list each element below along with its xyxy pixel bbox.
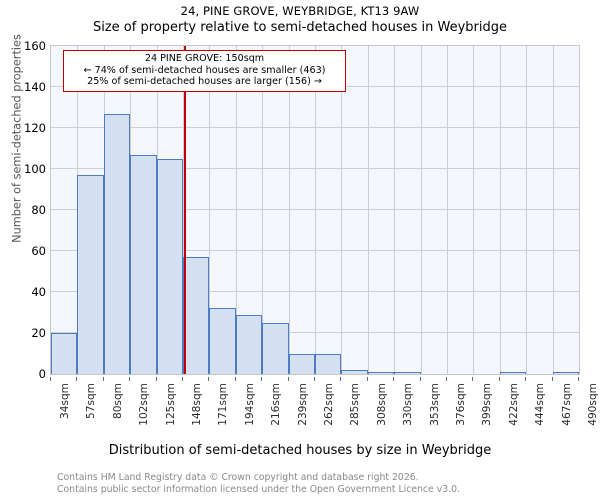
gridline-vertical — [209, 46, 211, 374]
y-axis-ticks: 0 20 40 60 80 100 120 140 160 — [0, 39, 46, 381]
x-axis-tick-mark — [129, 377, 131, 381]
y-axis-tick-label: 100 — [24, 162, 46, 176]
x-axis-tick-mark — [419, 377, 421, 381]
y-axis-tick-label: 140 — [24, 80, 46, 94]
histogram-bar — [288, 353, 315, 374]
histogram-bar — [341, 369, 368, 374]
x-axis-tick-mark — [182, 377, 183, 381]
annotation-line-2: ← 74% of semi-detached houses are smalle… — [83, 64, 326, 76]
x-axis-tick-mark — [551, 377, 553, 381]
x-axis-tick-label: 262sqm — [323, 383, 335, 426]
gridline-vertical — [367, 46, 369, 374]
histogram-bar — [235, 314, 263, 374]
histogram-bar — [77, 175, 104, 374]
gridline-vertical — [262, 46, 264, 374]
histogram-bar — [394, 371, 421, 374]
x-axis-tick-mark — [76, 377, 78, 381]
x-axis-tick-label: 467sqm — [560, 383, 573, 426]
x-axis-tick-label: 490sqm — [587, 383, 599, 426]
x-axis-tick-label: 125sqm — [164, 383, 177, 426]
histogram-bar — [262, 322, 289, 374]
histogram-bar — [552, 371, 579, 374]
x-axis-tick-mark — [525, 377, 527, 381]
gridline-vertical — [526, 46, 528, 374]
histogram-bar — [183, 257, 210, 374]
x-axis-tick-label: 57sqm — [85, 383, 98, 420]
x-axis-tick-mark — [498, 377, 500, 381]
gridline-vertical — [315, 46, 316, 374]
x-axis-tick-mark — [50, 377, 51, 381]
page-subtitle: Size of property relative to semi-detach… — [92, 20, 508, 35]
gridline-vertical — [341, 46, 343, 374]
x-axis-tick-mark — [234, 377, 236, 381]
gridline-vertical — [183, 46, 184, 374]
x-axis-tick-mark — [102, 377, 104, 381]
x-axis-tick-mark — [208, 377, 210, 381]
x-axis-tick-label: 422sqm — [507, 383, 520, 426]
x-axis-tick-mark — [261, 377, 263, 381]
x-axis-tick-label: 34sqm — [59, 383, 71, 420]
y-axis-tick-label: 40 — [31, 285, 46, 299]
histogram-bar — [367, 371, 395, 374]
histogram-bar — [51, 333, 78, 374]
histogram-bar — [103, 113, 131, 374]
gridline-vertical — [447, 46, 448, 374]
footer-line-2: Contains public sector information licen… — [57, 484, 460, 496]
property-annotation-box: 24 PINE GROVE: 150sqm ← 74% of semi-deta… — [63, 50, 346, 93]
gridline-vertical — [288, 46, 290, 374]
gridline-vertical — [473, 46, 475, 374]
gridline-vertical — [499, 46, 501, 374]
property-size-marker-line — [184, 46, 186, 374]
y-axis-tick-label: 80 — [31, 203, 46, 217]
x-axis-tick-mark — [155, 377, 157, 381]
x-axis-tick-mark — [314, 377, 315, 381]
histogram-bar — [209, 308, 236, 374]
gridline-vertical — [552, 46, 554, 374]
x-axis-tick-label: 148sqm — [191, 383, 203, 426]
x-axis-tick-label: 194sqm — [243, 383, 256, 426]
gridline-vertical — [235, 46, 237, 374]
x-axis-tick-label: 376sqm — [455, 383, 467, 426]
x-axis-tick-label: 353sqm — [428, 383, 441, 426]
x-axis-tick-label: 239sqm — [296, 383, 309, 426]
y-axis-tick-label: 0 — [38, 367, 46, 381]
x-axis-tick-mark — [472, 377, 474, 381]
x-axis-tick-label: 330sqm — [402, 383, 415, 426]
x-axis-tick-label: 399sqm — [481, 383, 494, 426]
x-axis-tick-label: 216sqm — [270, 383, 283, 426]
y-axis-tick-label: 120 — [24, 121, 46, 135]
y-axis-tick-label: 160 — [24, 39, 46, 53]
y-axis-tick-label: 60 — [31, 244, 46, 258]
x-axis-tick-mark — [578, 377, 579, 381]
x-axis-tick-label: 171sqm — [217, 383, 230, 426]
x-axis-tick-mark — [287, 377, 289, 381]
gridline-vertical — [394, 46, 396, 374]
chart-plot-area — [50, 45, 580, 375]
x-axis-tick-label: 102sqm — [138, 383, 151, 426]
y-axis-label: Number of semi-detached properties — [10, 34, 24, 243]
x-axis-tick-mark — [366, 377, 368, 381]
footer-line-1: Contains HM Land Registry data © Crown c… — [57, 472, 419, 483]
x-axis-tick-label: 80sqm — [111, 383, 124, 420]
histogram-bar — [156, 158, 183, 374]
x-axis-tick-mark — [340, 377, 342, 381]
x-axis-ticks: 34sqm 57sqm 80sqm 102sqm 125sqm 148sqm 171sqm 1… — [50, 377, 599, 439]
annotation-line-3: 25% of semi-detached houses are larger (… — [87, 76, 322, 88]
gridline-vertical — [420, 46, 422, 374]
x-axis-tick-mark — [446, 377, 447, 381]
y-axis-tick-label: 20 — [31, 326, 46, 340]
histogram-bar — [315, 353, 342, 374]
attribution-footer: Contains HM Land Registry data © Crown c… — [57, 472, 577, 497]
x-axis-tick-mark — [393, 377, 395, 381]
annotation-line-1: 24 PINE GROVE: 150sqm — [144, 53, 265, 64]
histogram-bar — [130, 154, 157, 374]
histogram-bar — [499, 371, 527, 374]
x-axis-label: Distribution of semi-detached houses by … — [108, 443, 492, 458]
x-axis-tick-label: 444sqm — [534, 383, 547, 426]
x-axis-tick-label: 285sqm — [349, 383, 362, 426]
x-axis-tick-label: 308sqm — [375, 383, 388, 426]
page-title: 24, PINE GROVE, WEYBRIDGE, KT13 9AW — [180, 4, 420, 18]
